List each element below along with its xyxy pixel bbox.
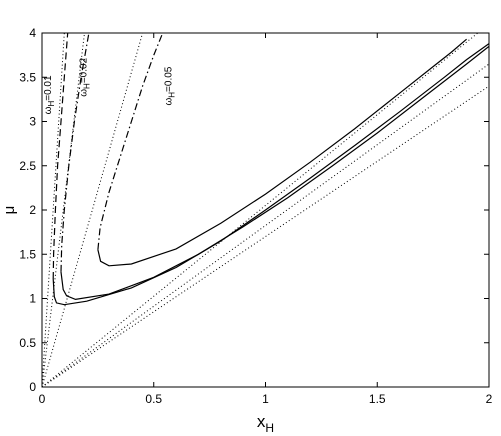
annotation-omega-1: ωH=0.02	[79, 57, 92, 96]
y-axis-label: μ	[1, 206, 18, 215]
x-axis-label: xH	[257, 412, 274, 435]
annotation-omega-0: ωH=0.01	[43, 75, 56, 114]
annotation-omega-2: ωH=0.05	[164, 66, 177, 105]
y-tick-label: 2.5	[19, 159, 36, 173]
x-tick-label: 2	[486, 392, 493, 406]
y-tick-label: 4	[29, 26, 36, 40]
axes-layer	[41, 32, 490, 388]
series-solid-4	[97, 38, 467, 267]
x-tick-label: 1	[262, 392, 269, 406]
y-tick-label: 2	[29, 203, 36, 217]
chart-series-layer	[42, 33, 489, 387]
x-tick-label: 0	[39, 392, 46, 406]
y-tick-label: 0.5	[19, 336, 36, 350]
x-tick-label: 1.5	[369, 392, 386, 406]
series-dotted-9	[42, 33, 479, 387]
x-tick-label: 0.5	[145, 392, 162, 406]
series-solid-2	[60, 45, 489, 301]
series-dashdot-3	[60, 33, 90, 272]
y-tick-label: 0	[29, 380, 36, 394]
series-dotted-10	[42, 63, 489, 387]
series-dashed-1	[52, 33, 69, 280]
y-tick-label: 3	[29, 115, 36, 129]
y-tick-label: 3.5	[19, 70, 36, 84]
y-tick-label: 1.5	[19, 247, 36, 261]
y-tick-label: 1	[29, 292, 36, 306]
labels-layer: 0 0.5 1 1.5 2 0 0.5 1 1.5 2 2.5 3 3.5 4 xH μ ωH=0.01 ωH=0…	[1, 26, 493, 435]
